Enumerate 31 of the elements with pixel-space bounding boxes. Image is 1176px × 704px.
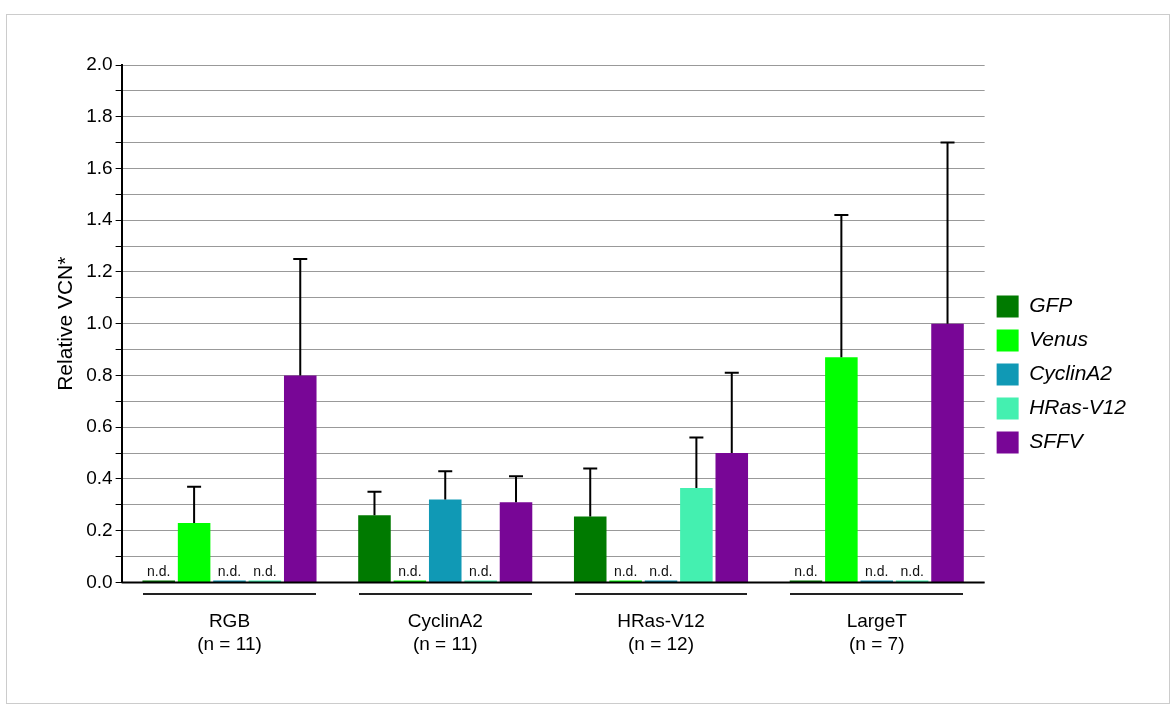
data-label: n.d. — [900, 563, 924, 580]
legend-label: SFFV — [1029, 429, 1085, 453]
y-tick-label: 0.6 — [86, 415, 113, 437]
data-label: n.d. — [865, 563, 889, 580]
legend-label: Venus — [1029, 327, 1089, 351]
data-label: n.d. — [794, 563, 818, 580]
y-tick-label: 0.0 — [86, 570, 113, 592]
y-tick-label: 2.0 — [86, 53, 113, 75]
data-label: n.d. — [217, 563, 242, 580]
y-tick-label: 1.4 — [86, 208, 114, 230]
x-tick-label: RGB (n = 11) — [197, 610, 262, 654]
legend-label: HRas-V12 — [1029, 395, 1127, 419]
y-tick-label: 1.2 — [86, 260, 113, 282]
y-tick-label: 1.0 — [86, 311, 113, 333]
y-tick-label: 1.6 — [86, 156, 113, 178]
data-label: n.d. — [253, 563, 277, 580]
y-axis-title: Relative VCN* — [53, 256, 77, 391]
x-tick-label: HRas-V12 (n = 12) — [617, 610, 705, 654]
x-tick-label: LargeT (n = 7) — [846, 610, 908, 654]
data-label: n.d. — [468, 563, 493, 580]
data-label: n.d. — [613, 563, 638, 580]
legend-label: GFP — [1029, 293, 1073, 317]
y-tick-label: 0.8 — [86, 363, 113, 385]
x-tick-label: CyclinA2 (n = 11) — [407, 610, 483, 654]
data-label: n.d. — [398, 563, 422, 580]
data-label: n.d. — [147, 563, 171, 580]
y-tick-label: 1.8 — [86, 104, 113, 126]
legend-label: CyclinA2 — [1029, 361, 1113, 385]
y-tick-label: 0.4 — [86, 467, 114, 489]
y-tick-label: 0.2 — [86, 518, 113, 540]
data-label: n.d. — [649, 563, 673, 580]
